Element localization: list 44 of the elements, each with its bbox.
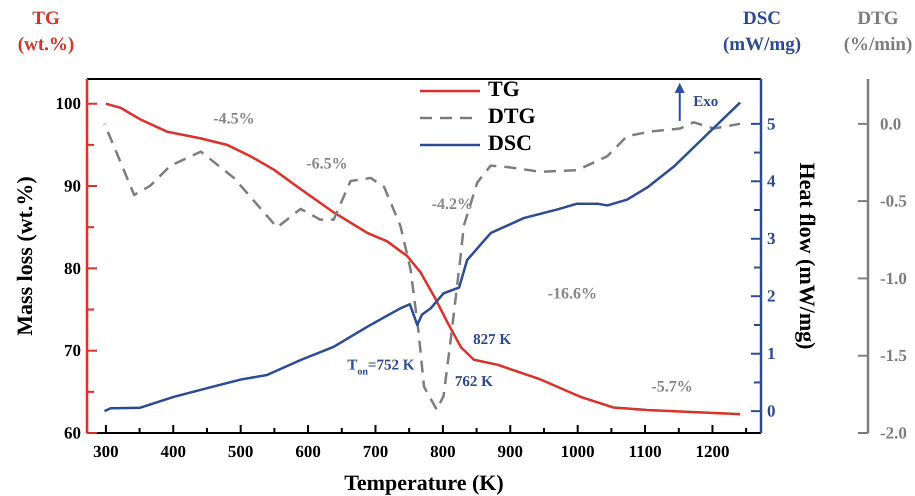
y-tick-label: 60 (64, 423, 81, 442)
y3-tick-label: -0.5 (880, 192, 907, 211)
annotation: -5.7% (651, 378, 693, 396)
x-tick-label: 1100 (628, 442, 662, 462)
y3-axis-title: DTG (%/min) (844, 8, 912, 55)
x-tick-label: 500 (228, 442, 254, 462)
x-tick-label: 600 (295, 442, 321, 462)
annotation: -4.2% (432, 196, 473, 213)
x-tick-label: 900 (498, 442, 524, 462)
text: DSC (mW/mg) (722, 8, 802, 55)
y3-tick-label: -2.0 (880, 423, 907, 442)
y-tick-label: 70 (64, 341, 81, 360)
y-tick-label: 100 (56, 94, 81, 114)
y-axis-title: Mass loss (wt.%) (12, 176, 37, 336)
x-tick-label: 700 (362, 442, 388, 462)
x-axis-title: Temperature (K) (344, 470, 504, 495)
annotation: -4.5% (213, 110, 255, 128)
y2-tick-label: 0 (767, 402, 776, 421)
y2-tick-label: 3 (767, 229, 776, 248)
x-tick-label: 400 (160, 442, 186, 462)
x-tick-label: 800 (430, 442, 456, 462)
annotation: Exo (693, 94, 718, 110)
y3-tick-label: -1.5 (880, 346, 907, 366)
x-tick-label: 1200 (695, 442, 730, 462)
y2-tick-label: 1 (767, 344, 776, 364)
annotation: T$_{on}$=752 K (347, 358, 415, 378)
y-tick-label: 80 (64, 258, 81, 278)
y2-tick-label: 5 (767, 114, 776, 134)
y2-axis-title: Heat flow (mW/mg) (795, 162, 820, 350)
legend-label: TG (488, 76, 520, 102)
text: TG (wt.%) (18, 8, 74, 55)
annotation: 762 K (454, 374, 494, 390)
y3-tick-label: 0.0 (880, 114, 902, 134)
annotation: 827 K (473, 332, 512, 348)
annotation: -16.6% (548, 285, 597, 302)
y3-tick-label: -1.0 (880, 268, 907, 288)
annotation: -6.5% (306, 155, 348, 172)
y2-tick-label: 4 (767, 172, 776, 191)
x-tick-label: 1000 (560, 442, 595, 462)
legend-label: DTG (488, 103, 536, 128)
y2-tick-label: 2 (767, 286, 776, 306)
y-tick-label: 90 (64, 176, 81, 196)
x-tick-label: 300 (93, 442, 119, 462)
legend-label: DSC (488, 130, 532, 156)
